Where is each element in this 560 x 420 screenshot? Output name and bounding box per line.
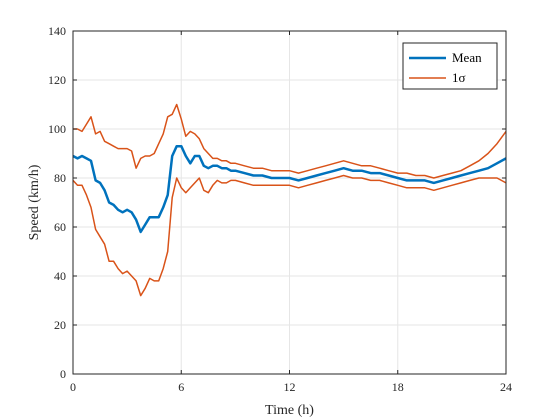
y-tick-label: 80 [54,171,66,185]
x-tick-label: 0 [70,380,76,394]
series-layer [72,103,507,297]
x-axis-title: Time (h) [265,403,314,418]
legend-box [402,42,498,90]
ticks: 0 6 12 18 24 0 20 40 60 80 100 120 140 [48,24,512,394]
y-tick-label: 140 [48,24,66,38]
y-tick-label: 0 [60,367,66,381]
legend-label-sigma: 1σ [452,70,466,85]
series-line-mean [72,144,507,234]
y-tick-label: 40 [54,269,66,283]
x-tick-label: 12 [284,380,296,394]
y-axis-title: Speed (km/h) [27,164,42,240]
y-tick-label: 60 [54,220,66,234]
x-tick-label: 6 [178,380,184,394]
legend: Mean 1σ [402,42,498,90]
series-line-sigma-upper [73,103,507,179]
x-tick-label: 18 [392,380,404,394]
legend-label-mean: Mean [452,50,482,65]
y-tick-label: 100 [48,122,66,136]
y-tick-label: 120 [48,73,66,87]
series-line-sigma-lower [72,174,507,297]
x-tick-label: 24 [500,380,512,394]
y-tick-label: 20 [54,318,66,332]
